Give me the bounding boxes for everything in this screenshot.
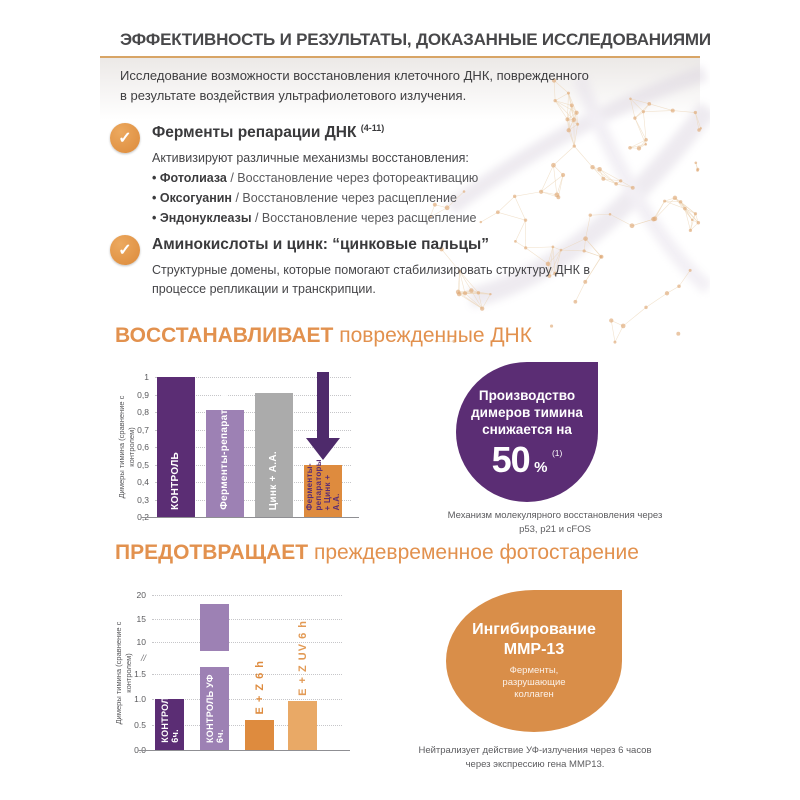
check-icon: ✓: [110, 235, 140, 265]
bar-3: Цинк + А.А.: [255, 392, 293, 517]
bar-label: КОНТРОЛЬ 6ч.: [159, 690, 180, 743]
axis-break-marker: //: [140, 653, 146, 663]
list-term: • Фотолиаза: [152, 171, 227, 185]
y-tick-label: 0,8: [137, 407, 149, 417]
photoaging-bar-chart: Димеры тимина (сравнение с контролем) 20 1…: [112, 585, 362, 760]
gridline: [155, 499, 351, 501]
badge-line: снижается на: [482, 422, 572, 437]
bar-3: [245, 719, 274, 750]
y-tick-label: 0.5: [134, 719, 146, 730]
y-tick-label: 1: [144, 372, 149, 382]
badge-subline: разрушающие: [502, 677, 566, 688]
bullet-title-text: Ферменты репарации ДНК: [152, 124, 357, 141]
bar-label: Ферменты-репараторы + Цинк + А.А.: [305, 458, 341, 510]
y-tick-label: 1.5: [134, 668, 146, 679]
gridline: [155, 429, 351, 431]
heading-rest: преждевременное фотостарение: [308, 541, 639, 564]
list-item: • Эндонуклеазы / Восстановление через ра…: [152, 211, 476, 225]
gridline: [155, 464, 351, 466]
badge-unit: %: [534, 459, 548, 476]
y-tick-label: 0,4: [137, 477, 149, 487]
bar-2-upper: [200, 604, 229, 651]
result-badge-50-percent: Производство димеров тимина снижается на…: [456, 362, 598, 502]
y-tick-label: 15: [136, 613, 146, 624]
gridline: [155, 412, 351, 413]
list-item: • Фотолиаза / Восстановление через фотор…: [152, 171, 478, 185]
bar-label: Ферменты-репараторы: [219, 387, 230, 510]
gridline: [155, 394, 351, 396]
bar-label: E + Z 6 h: [253, 660, 266, 715]
axis-baseline: [138, 750, 350, 751]
result-badge-mmp13: Ингибирование ММР-13 Ферменты, разрушающ…: [446, 590, 622, 732]
y-tick-label: 0,6: [137, 442, 149, 452]
list-desc: / Восстановление через фотореактивацию: [226, 171, 479, 185]
title-underline: [100, 56, 700, 58]
bullet-lead: Активизируют различные механизмы восстан…: [152, 151, 469, 165]
heading-strong: ПРЕДОТВРАЩАЕТ: [115, 541, 309, 564]
chart1-caption: Механизм молекулярного восстановления че…: [447, 510, 663, 535]
y-tick-label: 10: [136, 637, 146, 647]
badge-line: димеров тимина: [471, 405, 583, 420]
y-tick-label: 0,7: [137, 424, 149, 435]
reference-superscript: (4-11): [360, 123, 385, 133]
section-heading-prevents: ПРЕДОТВРАЩАЕТ преждевременное фотостарен…: [115, 541, 639, 565]
gridline: [152, 642, 342, 643]
bar-4: Ферменты-репараторы + Цинк + А.А.: [304, 458, 342, 517]
chart2-caption: Нейтрализует действие УФ-излучения через…: [418, 745, 652, 770]
section-heading-restores: ВОССТАНАВЛИВАЕТ поврежденные ДНК: [115, 324, 532, 348]
list-item: • Оксогуанин / Восстановление через расщ…: [152, 191, 457, 205]
bar-2-lower: КОНТРОЛЬ УФ 6ч.: [200, 667, 229, 750]
check-glyph: ✓: [118, 130, 132, 147]
list-desc: / Восстановление через расщепление: [231, 191, 457, 205]
thymine-dimers-bar-chart: Димеры тимина (сравнение с контролем) 1 0,…: [115, 360, 365, 530]
bar-1: КОНТРОЛЬ 6ч.: [155, 690, 184, 750]
gridline: [155, 482, 351, 483]
badge-subline: Ферменты,: [509, 665, 559, 676]
bar-label: Цинк + А.А.: [268, 450, 279, 510]
bar-label: E + Z UV 6 h: [296, 619, 309, 696]
gridline: [155, 377, 351, 378]
axis-baseline: [141, 517, 359, 518]
badge-line: Производство: [478, 388, 576, 403]
check-icon: ✓: [110, 123, 140, 153]
bullet-lead: Структурные домены, которые помогают ста…: [152, 263, 591, 297]
down-arrow-head: [306, 438, 340, 460]
page-title: ЭФФЕКТИВНОСТЬ И РЕЗУЛЬТАТЫ, ДОКАЗАННЫЕ И…: [120, 30, 711, 49]
bar-1: КОНТРОЛЬ: [157, 377, 195, 517]
y-tick-label: 0,9: [137, 389, 149, 400]
heading-rest: поврежденные ДНК: [333, 324, 532, 347]
badge-line: ММР-13: [503, 641, 565, 658]
y-tick-label: 0,3: [137, 494, 149, 505]
gridline: [152, 673, 342, 675]
list-desc: / Восстановление через расщепление: [251, 211, 477, 225]
bar-2: Ферменты-репараторы: [206, 387, 244, 517]
bar-label: КОНТРОЛЬ: [170, 452, 181, 510]
down-arrow-shaft: [317, 372, 329, 438]
gridline: [152, 618, 342, 620]
intro-text: Исследование возможности восстановления …: [120, 68, 589, 104]
list-term: • Эндонуклеазы: [152, 211, 252, 225]
badge-subline: коллаген: [514, 689, 554, 700]
badge-value: 50: [491, 439, 531, 480]
y-tick-label: 20: [136, 590, 146, 600]
badge-value-row: 50 % (1): [456, 439, 598, 481]
heading-strong: ВОССТАНАВЛИВАЕТ: [115, 324, 334, 347]
check-glyph: ✓: [118, 242, 132, 259]
gridline: [152, 595, 342, 596]
bullet-title-zinc-fingers: Аминокислоты и цинк: “цинковые пальцы”: [152, 236, 490, 253]
gridline: [155, 447, 351, 448]
gridline: [152, 699, 342, 701]
bullet-title-enzymes: Ферменты репарации ДНК (4-11): [152, 123, 385, 142]
y-tick-label: 0,5: [137, 459, 149, 470]
badge-line: Ингибирование: [472, 621, 596, 638]
bar-label: КОНТРОЛЬ УФ 6ч.: [204, 674, 225, 743]
y-tick-label: 1.0: [134, 694, 146, 705]
bar-4: [288, 700, 317, 750]
list-term: • Оксогуанин: [152, 191, 232, 205]
badge-reference: (1): [551, 448, 563, 458]
